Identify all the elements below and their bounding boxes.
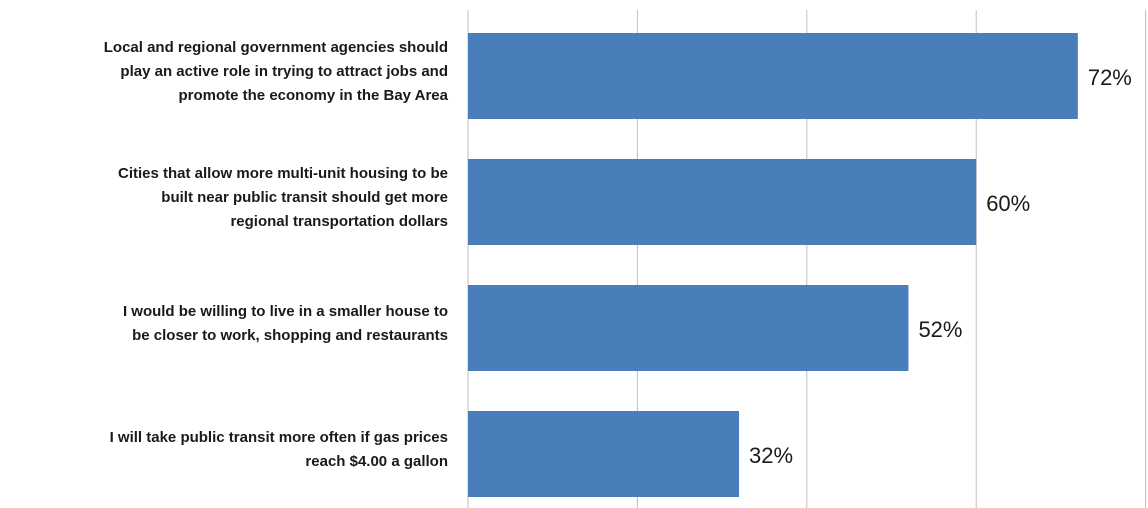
category-label: I would be willing to live in a smaller … [123, 303, 448, 320]
category-label: I will take public transit more often if… [110, 429, 448, 446]
category-label: play an active role in trying to attract… [120, 63, 448, 80]
value-label: 52% [918, 317, 962, 342]
bar [468, 285, 909, 371]
value-label: 72% [1088, 65, 1132, 90]
category-label: built near public transit should get mor… [161, 189, 448, 206]
category-label: reach $4.00 a gallon [305, 453, 448, 470]
category-label: promote the economy in the Bay Area [178, 87, 448, 104]
bar [468, 33, 1078, 119]
category-label: be closer to work, shopping and restaura… [132, 327, 448, 344]
category-label: Local and regional government agencies s… [104, 39, 448, 56]
value-label: 32% [749, 443, 793, 468]
bar [468, 411, 740, 497]
value-label: 60% [986, 191, 1030, 216]
category-label: Cities that allow more multi-unit housin… [118, 165, 448, 182]
bar [468, 159, 977, 245]
category-label: regional transportation dollars [230, 213, 448, 230]
